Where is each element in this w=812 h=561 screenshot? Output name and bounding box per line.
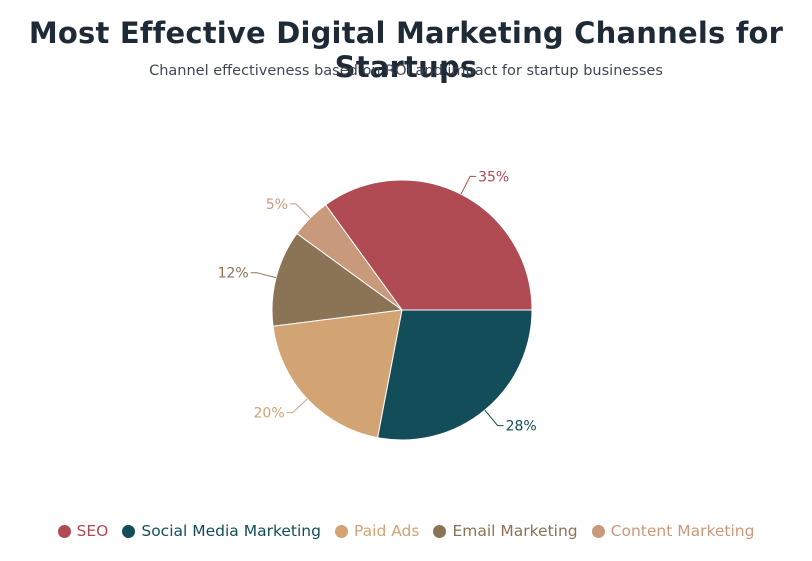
chart-legend: SEO Social Media Marketing Paid Ads Email M… [0,522,812,540]
chart-subtitle: Channel effectiveness based on ROI and i… [149,63,663,79]
leader-line-email-marketing [250,272,277,279]
data-label-paid-ads: 20% [254,406,285,422]
legend-marker [57,524,71,538]
legend-item-email-marketing[interactable]: Email Marketing [433,522,578,540]
legend-label: Content Marketing [610,522,755,540]
leader-line-social-media-marketing [484,409,504,427]
pie-slice-paid-ads[interactable] [272,309,403,439]
legend-item-seo[interactable]: SEO [57,522,109,540]
legend-marker [433,524,447,538]
legend-marker [122,524,136,538]
legend-label: SEO [76,522,109,540]
pie-slice-email-marketing[interactable] [271,232,404,327]
data-label-email-marketing: 12% [218,266,249,282]
legend-marker [591,524,605,538]
leader-line-seo [460,175,477,195]
legend-item-paid-ads[interactable]: Paid Ads [334,522,420,540]
leader-line-paid-ads [286,398,308,414]
legend-label: Email Marketing [452,522,578,540]
data-label-seo: 35% [478,169,509,185]
legend-marker [334,524,348,538]
pie-slice-social-media-marketing[interactable] [377,309,533,441]
chart-title: Most Effective Digital Marketing Channel… [28,16,784,84]
pie-slice-seo[interactable] [324,179,533,311]
leader-line-content-marketing [289,203,311,219]
legend-item-social-media-marketing[interactable]: Social Media Marketing [122,522,321,540]
legend-label: Paid Ads [353,522,420,540]
data-label-content-marketing: 5% [266,197,288,213]
legend-label: Social Media Marketing [141,522,321,540]
legend-item-content-marketing[interactable]: Content Marketing [591,522,755,540]
data-label-social-media-marketing: 28% [506,419,537,435]
